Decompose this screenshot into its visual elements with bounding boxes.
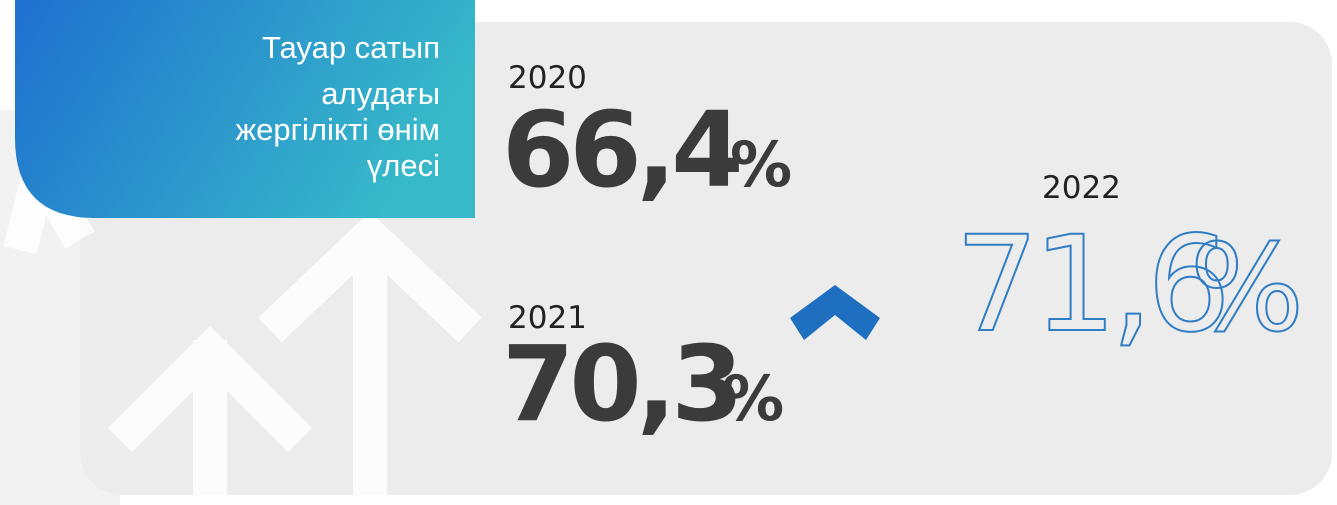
value: 71,6 [955,208,1225,362]
title-line: алудағы [321,76,440,111]
title-line: үлесі [367,148,440,183]
unit: % [722,362,784,435]
unit: % [1190,220,1304,359]
value: 70,3 [502,323,739,445]
title-line: Тауар сатып [262,30,440,65]
value: 66,4 [502,89,739,211]
infographic: Тауар сатып алудағы жергілікті өнім үлес… [0,0,1337,505]
year: 2022 [1042,170,1121,206]
unit: % [730,128,792,201]
title-line: жергілікті өнім [235,112,440,147]
